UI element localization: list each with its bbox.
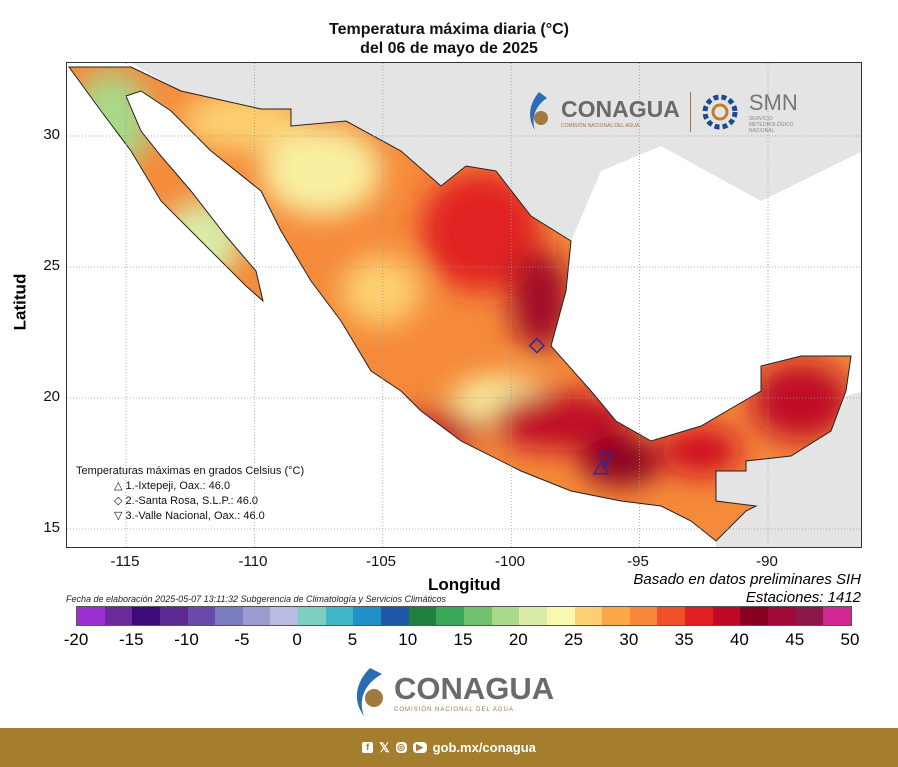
conagua-logo-icon — [530, 92, 548, 130]
colorbar-bin — [325, 607, 354, 625]
colorbar-bin — [602, 607, 630, 625]
colorbar-bin — [298, 607, 326, 625]
header-logos: CONAGUA COMISIÓN NACIONAL DEL AGUA SMN SER… — [525, 77, 843, 147]
colorbar-bin — [768, 607, 796, 625]
station-markers — [528, 337, 615, 475]
colorbar-bin — [629, 607, 658, 625]
title-line2: del 06 de mayo de 2025 — [360, 40, 538, 57]
x-icon[interactable]: 𝕏 — [379, 739, 390, 755]
legend-item-label: 3.-Valle Nacional, Oax.: 46.0 — [125, 510, 265, 522]
us-land — [131, 63, 861, 241]
colorbar-bin — [463, 607, 492, 625]
conagua-logo-text: CONAGUA — [561, 95, 680, 122]
station-marker — [597, 452, 615, 467]
creation-date-note: Fecha de elaboración 2025-05-07 13:11:32… — [66, 594, 447, 604]
station-marker — [592, 460, 610, 475]
x-tick: -110 — [238, 553, 268, 570]
colorbar-label: 0 — [292, 630, 302, 649]
colorbar-bin — [657, 607, 686, 625]
triangle-down-icon: ▽ — [114, 510, 123, 522]
conagua-logo-sub: COMISIÓN NACIONAL DEL AGUA — [561, 122, 640, 129]
colorbar-label: 35 — [674, 630, 694, 649]
x-tick: -100 — [494, 553, 526, 570]
triangle-up-icon: △ — [114, 480, 123, 492]
instagram-icon[interactable]: ◎ — [395, 742, 407, 753]
diamond-icon: ◇ — [114, 495, 123, 507]
map-title: Temperatura máxima diaria (°C) del 06 de… — [0, 20, 898, 58]
legend-item: ▽ 3.-Valle Nacional, Oax.: 46.0 — [76, 509, 304, 524]
x-tick: -95 — [627, 553, 649, 570]
colorbar-label: 50 — [840, 630, 860, 649]
colorbar-label: -10 — [174, 630, 199, 649]
gridlines — [67, 63, 861, 547]
footer-link[interactable]: gob.mx/conagua — [432, 740, 536, 755]
colorbar-bin — [491, 607, 520, 625]
colorbar-bin — [408, 607, 437, 625]
station-legend: Temperaturas máximas en grados Celsius (… — [76, 464, 304, 524]
colorbar-bin — [436, 607, 464, 625]
colorbar-bin — [104, 607, 133, 625]
footer-bar: f 𝕏 ◎ ▶ gob.mx/conagua — [0, 728, 898, 767]
colorbar-bin — [823, 607, 851, 625]
colorbar-bin — [546, 607, 575, 625]
y-tick: 30 — [43, 126, 60, 143]
facebook-icon[interactable]: f — [362, 742, 374, 753]
x-tick: -115 — [110, 553, 140, 570]
legend-item-label: 1.-Ixtepeji, Oax.: 46.0 — [125, 480, 231, 492]
colorbar-bin — [381, 607, 409, 625]
colorbar-bin — [242, 607, 271, 625]
stations-count: Estaciones: 1412 — [745, 589, 861, 606]
colorbar-bin — [353, 607, 382, 625]
colorbar-bin — [187, 607, 216, 625]
map-plot: CONAGUA COMISIÓN NACIONAL DEL AGUA SMN SER… — [66, 62, 862, 548]
colorbar-label: 40 — [729, 630, 749, 649]
colorbar-bin — [270, 607, 299, 625]
colorbar-label: 5 — [347, 630, 358, 649]
y-tick: 25 — [43, 257, 60, 274]
smn-logo-icon — [702, 94, 738, 130]
colorbar-bin — [685, 607, 713, 625]
colorbar-label: 45 — [785, 630, 805, 649]
conagua-logo-text: CONAGUA — [394, 671, 555, 706]
y-tick: 20 — [43, 388, 60, 405]
y-tick: 15 — [43, 519, 60, 536]
y-axis-label: Latitud — [10, 273, 30, 331]
smn-logo-text: SMN — [748, 90, 798, 115]
colorbar-bin — [712, 607, 741, 625]
colorbar-label: -15 — [118, 630, 144, 649]
footer-logo: CONAGUA COMISIÓN NACIONAL DEL AGUA — [350, 666, 554, 718]
x-tick: -90 — [756, 553, 778, 570]
title-line1: Temperatura máxima diaria (°C) — [329, 21, 569, 38]
youtube-icon[interactable]: ▶ — [412, 742, 427, 753]
colorbar-label: 25 — [564, 630, 584, 649]
colorbar-bin — [740, 607, 769, 625]
colorbar-bin — [77, 607, 105, 625]
colorbar-label: 30 — [619, 630, 639, 649]
temperature-map — [67, 63, 861, 547]
colorbar — [76, 606, 852, 626]
legend-item-label: 2.-Santa Rosa, S.L.P.: 46.0 — [125, 495, 259, 507]
colorbar-label: -20 — [63, 630, 89, 649]
conagua-logo-sub: COMISIÓN NACIONAL DEL AGUA — [394, 707, 514, 713]
colorbar-bin — [132, 607, 160, 625]
colorbar-label: 15 — [453, 630, 473, 649]
colorbar-label: 20 — [508, 630, 528, 649]
legend-item: △ 1.-Ixtepeji, Oax.: 46.0 — [76, 479, 304, 494]
colorbar-bin — [574, 607, 603, 625]
legend-title: Temperaturas máximas en grados Celsius (… — [76, 465, 305, 477]
station-marker — [528, 337, 545, 354]
x-tick: -105 — [365, 553, 397, 570]
source-note: Basado en datos preliminares SIH — [633, 571, 861, 588]
colorbar-bin — [795, 607, 824, 625]
conagua-logo-icon — [356, 668, 383, 716]
colorbar-bin — [215, 607, 243, 625]
legend-item: ◇ 2.-Santa Rosa, S.L.P.: 46.0 — [76, 494, 304, 509]
colorbar-label: 10 — [398, 630, 418, 649]
smn-logo-sub: SERVICIO METEOROLÓGICO NACIONAL — [748, 116, 794, 134]
colorbar-label: -5 — [234, 630, 250, 649]
colorbar-bin — [159, 607, 188, 625]
x-axis-label: Longitud — [428, 575, 501, 594]
colorbar-bin — [519, 607, 547, 625]
